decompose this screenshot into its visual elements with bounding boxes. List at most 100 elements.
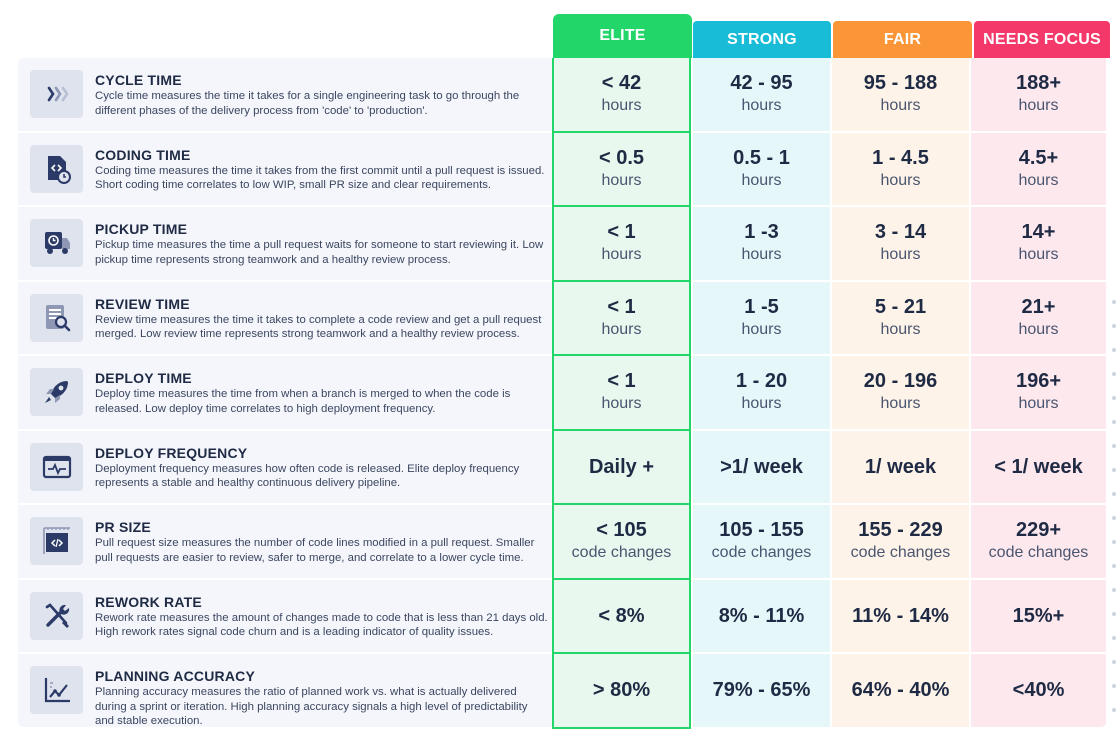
code-file-clock-icon — [30, 144, 83, 193]
metric-description: Review time measures the time it takes t… — [95, 313, 542, 341]
metric-title: PICKUP TIME — [95, 221, 188, 237]
value-cell-needs-focus: 4.5+ hours — [969, 132, 1106, 207]
value-main: 3 - 14 — [874, 221, 927, 244]
value-cell-elite: Daily + — [552, 430, 691, 505]
metric-description: Coding time measures the time it takes f… — [95, 164, 545, 192]
header-fair: FAIR — [833, 21, 972, 58]
metric-text: DEPLOY FREQUENCY Deployment frequency mea… — [95, 445, 548, 491]
value-cell-strong: 42 - 95 hours — [691, 58, 830, 133]
header-strong: STRONG — [693, 21, 831, 58]
table-row: DEPLOY TIME Deploy time measures the time… — [18, 356, 1110, 431]
pickup-truck-icon — [30, 219, 83, 267]
metric-text: REVIEW TIME Review time measures the time… — [95, 296, 548, 342]
value-cell-strong: 79% - 65% — [691, 654, 830, 729]
value-cell-strong: 1 -5 hours — [691, 281, 830, 356]
value-cell-fair: 1/ week — [830, 430, 969, 505]
table-row: PR SIZE Pull request size measures the nu… — [18, 505, 1110, 580]
value-unit: hours — [741, 246, 782, 264]
header-elite: ELITE — [553, 14, 692, 58]
value-unit: hours — [880, 97, 921, 115]
metric-description: Planning accuracy measures the ratio of … — [95, 686, 528, 728]
value-main: 4.5+ — [1018, 146, 1059, 169]
code-ruler-icon — [30, 517, 83, 565]
value-unit: hours — [741, 395, 782, 413]
value-cell-fair: 155 - 229 code changes — [830, 505, 969, 580]
value-main: 20 - 196 — [863, 370, 938, 393]
value-cell-elite: < 42 hours — [552, 58, 691, 133]
value-main: 0.5 - 1 — [733, 146, 790, 169]
value-cell-elite: < 1 hours — [552, 207, 691, 282]
value-unit: hours — [741, 171, 782, 189]
value-main: >1/ week — [720, 455, 803, 478]
pulse-window-icon — [30, 442, 83, 491]
value-unit: hours — [880, 395, 921, 413]
value-unit: code changes — [850, 544, 951, 562]
value-main: 229+ — [1015, 519, 1062, 542]
metric-label-cell: DEPLOY FREQUENCY Deployment frequency mea… — [18, 430, 552, 505]
table-row: CODING TIME Coding time measures the time… — [18, 132, 1110, 207]
value-cell-needs-focus: 14+ hours — [969, 207, 1106, 282]
table-row: PLANNING ACCURACY Planning accuracy measu… — [18, 654, 1110, 729]
scroll-dots — [1112, 300, 1118, 732]
value-cell-fair: 5 - 21 hours — [830, 281, 969, 356]
metric-text: PLANNING ACCURACY Planning accuracy measu… — [95, 668, 548, 729]
value-main: 64% - 40% — [851, 679, 950, 702]
value-main: < 0.5 — [598, 146, 645, 169]
value-unit: hours — [601, 395, 642, 413]
value-main: 11% - 14% — [852, 604, 949, 627]
tools-icon — [30, 591, 83, 640]
value-main: 188+ — [1015, 72, 1062, 95]
value-cell-elite: < 105 code changes — [552, 505, 691, 580]
value-cell-strong: >1/ week — [691, 430, 830, 505]
value-main: 14+ — [1021, 221, 1056, 244]
value-main: < 8% — [598, 604, 645, 627]
metric-label-cell: REWORK RATE Rework rate measures the amou… — [18, 579, 552, 654]
value-cell-strong: 105 - 155 code changes — [691, 505, 830, 580]
value-main: 196+ — [1015, 370, 1062, 393]
value-cell-fair: 1 - 4.5 hours — [830, 132, 969, 207]
metric-description: Cycle time measures the time it takes fo… — [95, 90, 520, 117]
value-cell-needs-focus: 229+ code changes — [969, 505, 1106, 580]
value-main: 1 -3 — [744, 221, 779, 244]
value-cell-needs-focus: 188+ hours — [969, 58, 1106, 133]
metric-title: CYCLE TIME — [95, 72, 182, 88]
table-row: REVIEW TIME Review time measures the time… — [18, 281, 1110, 356]
table-row: DEPLOY FREQUENCY Deployment frequency mea… — [18, 430, 1110, 505]
value-cell-fair: 64% - 40% — [830, 654, 969, 729]
value-main: 1 - 20 — [735, 370, 788, 393]
table-row: REWORK RATE Rework rate measures the amou… — [18, 579, 1110, 654]
metric-title: CODING TIME — [95, 146, 191, 163]
table-row: CYCLE TIME Cycle time measures the time i… — [18, 58, 1110, 133]
metric-text: CYCLE TIME Cycle time measures the time i… — [95, 72, 548, 118]
metric-label-cell: PLANNING ACCURACY Planning accuracy measu… — [18, 654, 552, 729]
value-unit: hours — [601, 97, 642, 115]
metric-title: DEPLOY FREQUENCY — [95, 444, 248, 461]
value-cell-needs-focus: 15%+ — [969, 579, 1106, 654]
value-main: <40% — [1012, 679, 1065, 702]
benchmark-table: CYCLE TIME Cycle time measures the time i… — [18, 58, 1110, 729]
value-main: 155 - 229 — [858, 519, 943, 542]
value-unit: hours — [1018, 171, 1059, 189]
value-unit: hours — [1018, 395, 1059, 413]
value-main: 1 -5 — [744, 295, 779, 318]
value-main: 1 - 4.5 — [872, 146, 929, 169]
value-cell-elite: < 1 hours — [552, 281, 691, 356]
value-main: 79% - 65% — [712, 679, 811, 702]
review-document-icon — [30, 293, 83, 342]
value-main: > 80% — [592, 679, 651, 702]
value-unit: hours — [741, 97, 782, 115]
value-main: < 1 — [607, 370, 636, 393]
value-unit: hours — [880, 320, 921, 338]
metric-description: Deployment frequency measures how often … — [95, 462, 520, 490]
metric-title: REVIEW TIME — [95, 295, 190, 312]
value-unit: hours — [601, 320, 642, 338]
metric-text: REWORK RATE Rework rate measures the amou… — [95, 594, 548, 640]
value-main: 1/ week — [864, 455, 937, 478]
value-main: 5 - 21 — [874, 295, 927, 318]
value-cell-elite: < 1 hours — [552, 356, 691, 431]
chevrons-icon — [30, 70, 83, 118]
line-chart-icon — [30, 666, 83, 714]
value-main: < 1/ week — [994, 455, 1083, 478]
value-unit: hours — [741, 320, 782, 338]
value-unit: hours — [601, 171, 642, 189]
